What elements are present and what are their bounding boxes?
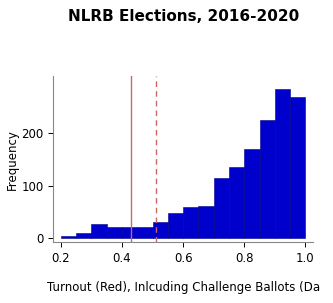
- Bar: [214, 178, 229, 238]
- Text: Turnout (Red), Inlcuding Challenge Ballots (Da: Turnout (Red), Inlcuding Challenge Ballo…: [47, 281, 320, 294]
- Bar: [153, 222, 168, 238]
- Bar: [183, 207, 198, 238]
- Bar: [290, 97, 305, 238]
- Bar: [229, 168, 244, 238]
- Bar: [244, 149, 259, 238]
- Text: NLRB Elections, 2016-2020: NLRB Elections, 2016-2020: [68, 9, 299, 24]
- Y-axis label: Frequency: Frequency: [6, 129, 19, 189]
- Bar: [137, 227, 153, 238]
- Bar: [168, 213, 183, 238]
- Bar: [61, 236, 76, 238]
- Bar: [259, 120, 275, 238]
- Bar: [92, 224, 107, 238]
- Bar: [122, 227, 137, 238]
- Bar: [198, 206, 214, 238]
- Bar: [107, 227, 122, 238]
- Bar: [275, 89, 290, 238]
- Bar: [76, 233, 92, 238]
